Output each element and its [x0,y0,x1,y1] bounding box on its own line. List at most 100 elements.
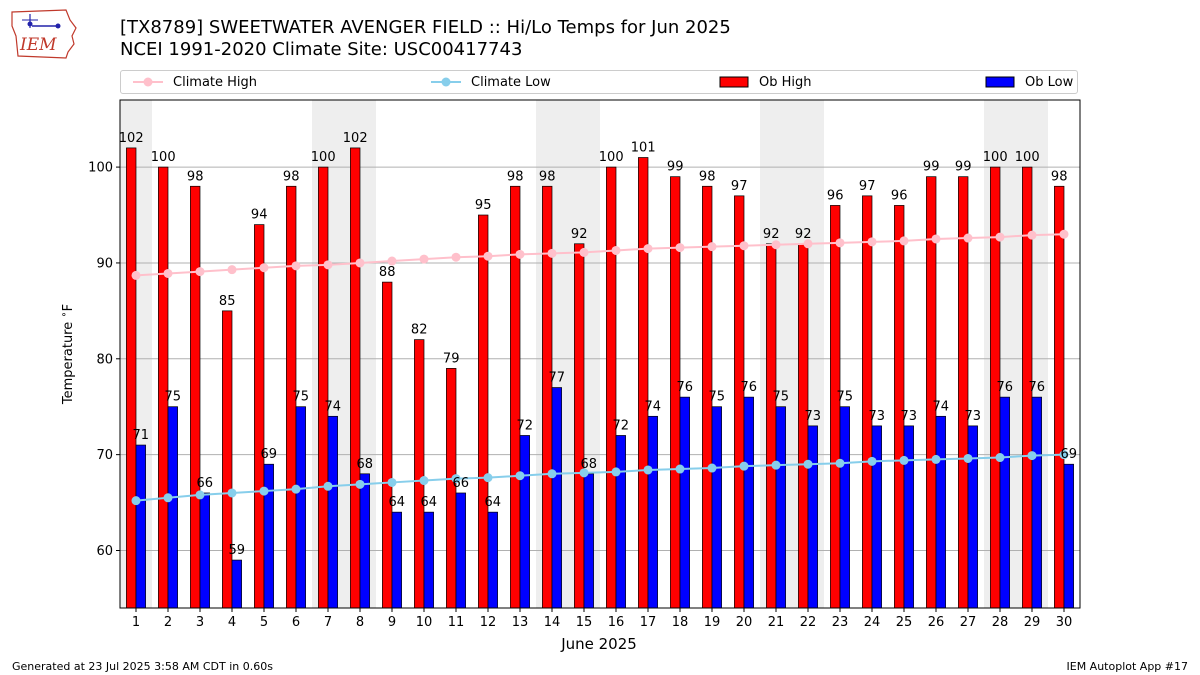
legend-label-ob-high: Ob High [759,74,812,90]
ob-low-label-day-27: 73 [965,409,982,424]
ob-high-bar-day-20 [734,195,745,609]
climate-high-point-day-27 [963,233,973,243]
plot-frame [119,99,1081,609]
climate-low-point-day-13 [515,471,525,481]
ob-low-label-day-21: 75 [773,390,790,405]
ob-high-label-day-30: 98 [1051,169,1068,184]
x-tick-label-2: 2 [164,615,172,630]
climate-low-point-day-1 [131,496,141,506]
ob-low-label-day-25: 73 [901,409,918,424]
ob-low-bar-day-16 [615,435,626,609]
x-tick-label-26: 26 [928,615,945,630]
bars [126,147,1074,609]
ob-low-label-day-6: 75 [293,390,310,405]
x-tick-label-30: 30 [1056,615,1073,630]
ob-low-label-day-15: 68 [581,457,598,472]
climate-low-point-day-3 [195,490,205,500]
ob-low-label-day-3: 66 [197,476,214,491]
ob-high-label-day-1: 102 [119,131,144,146]
ob-low-bar-day-7 [327,415,338,609]
x-tick-label-11: 11 [448,615,465,630]
ob-high-bar-day-15 [574,243,585,609]
climate-high-point-day-21 [771,240,781,250]
x-tick-label-6: 6 [292,615,300,630]
climate-high-point-day-3 [195,267,205,277]
climate-high-point-day-20 [739,241,749,251]
ob-high-label-day-10: 82 [411,323,428,338]
climate-high-point-day-9 [387,256,397,266]
climate-low-point-day-2 [163,493,173,503]
x-tick-label-27: 27 [960,615,977,630]
ob-high-bar-day-25 [894,205,905,609]
ob-high-label-day-13: 98 [507,169,524,184]
x-tick-label-12: 12 [480,615,497,630]
x-tick-label-4: 4 [228,615,236,630]
weekend-shade-day-29 [1016,100,1048,608]
ob-low-label-day-17: 74 [645,399,662,414]
climate-high-point-day-1 [131,270,141,280]
ob-low-bar-day-9 [391,511,402,609]
climate-low-point-day-10 [419,476,429,486]
weekend-shade-day-21 [760,100,792,608]
climate-low-point-day-16 [611,467,621,477]
ob-low-label-day-28: 76 [997,380,1014,395]
y-tick-label-100: 100 [88,161,113,176]
ob-high-label-day-12: 95 [475,198,492,213]
ob-low-label-day-19: 75 [709,390,726,405]
ob-low-bar-day-29 [1031,396,1042,609]
ob-high-bar-day-9 [382,281,393,609]
ob-low-label-day-5: 69 [261,447,278,462]
climate-low-point-day-6 [291,484,301,494]
weekend-shade-day-8 [344,100,376,608]
climate-high-point-day-26 [931,234,941,244]
ob-high-bar-day-21 [766,243,777,609]
climate-high-point-day-29 [1027,230,1037,240]
weekend-shade-day-28 [984,100,1016,608]
climate-high-point-day-4 [227,265,237,275]
climate-high-point-day-15 [579,247,589,257]
ob-low-bar-day-21 [775,406,786,609]
climate-low-point-day-12 [483,473,493,483]
ob-low-label-day-22: 73 [805,409,822,424]
ob-low-bar-day-8 [359,473,370,609]
ob-high-bar-day-26 [926,176,937,609]
climate-high-point-day-18 [675,243,685,253]
ob-low-bar-day-10 [423,511,434,609]
climate-high-point-day-2 [163,268,173,278]
legend-label-climate-low: Climate Low [471,74,551,90]
ob-high-label-day-22: 92 [795,227,812,242]
climate-high-point-day-8 [355,258,365,268]
climate-low-point-day-20 [739,461,749,471]
ob-high-bar-day-8 [350,147,361,609]
ob-high-label-day-19: 98 [699,169,716,184]
ob-high-bar-day-30 [1054,185,1065,609]
climate-high-point-day-25 [899,236,909,246]
logo-text: IEM [19,35,57,55]
weekend-shade-day-14 [536,100,568,608]
x-tick-label-19: 19 [704,615,721,630]
ob-low-bar-day-3 [199,492,210,609]
ob-low-bar-day-25 [903,425,914,609]
ob-low-label-day-10: 64 [421,495,438,510]
ob-low-bar-day-17 [647,415,658,609]
ob-high-bar-day-7 [318,166,329,609]
climate-high-point-day-28 [995,232,1005,242]
climate-low-point-day-9 [387,477,397,487]
ob-low-label-day-30: 69 [1061,447,1078,462]
ob-low-label-day-4: 59 [229,543,246,558]
ob-low-bar-day-22 [807,425,818,609]
climate-low-point-day-11 [451,474,461,484]
climate-low-point-day-15 [579,468,589,478]
ob-low-bar-day-26 [935,415,946,609]
x-tick-label-3: 3 [196,615,204,630]
ob-high-label-day-24: 97 [859,179,876,194]
y-axis-label-text: Temperature [61,318,76,405]
x-tick-label-16: 16 [608,615,625,630]
ob-low-bar-day-1 [135,444,146,609]
ob-low-label-day-7: 74 [325,399,342,414]
iem-logo: IEM [11,9,77,59]
weekend-shading [120,100,1048,608]
weekend-shade-day-15 [568,100,600,608]
x-tick-label-14: 14 [544,615,561,630]
